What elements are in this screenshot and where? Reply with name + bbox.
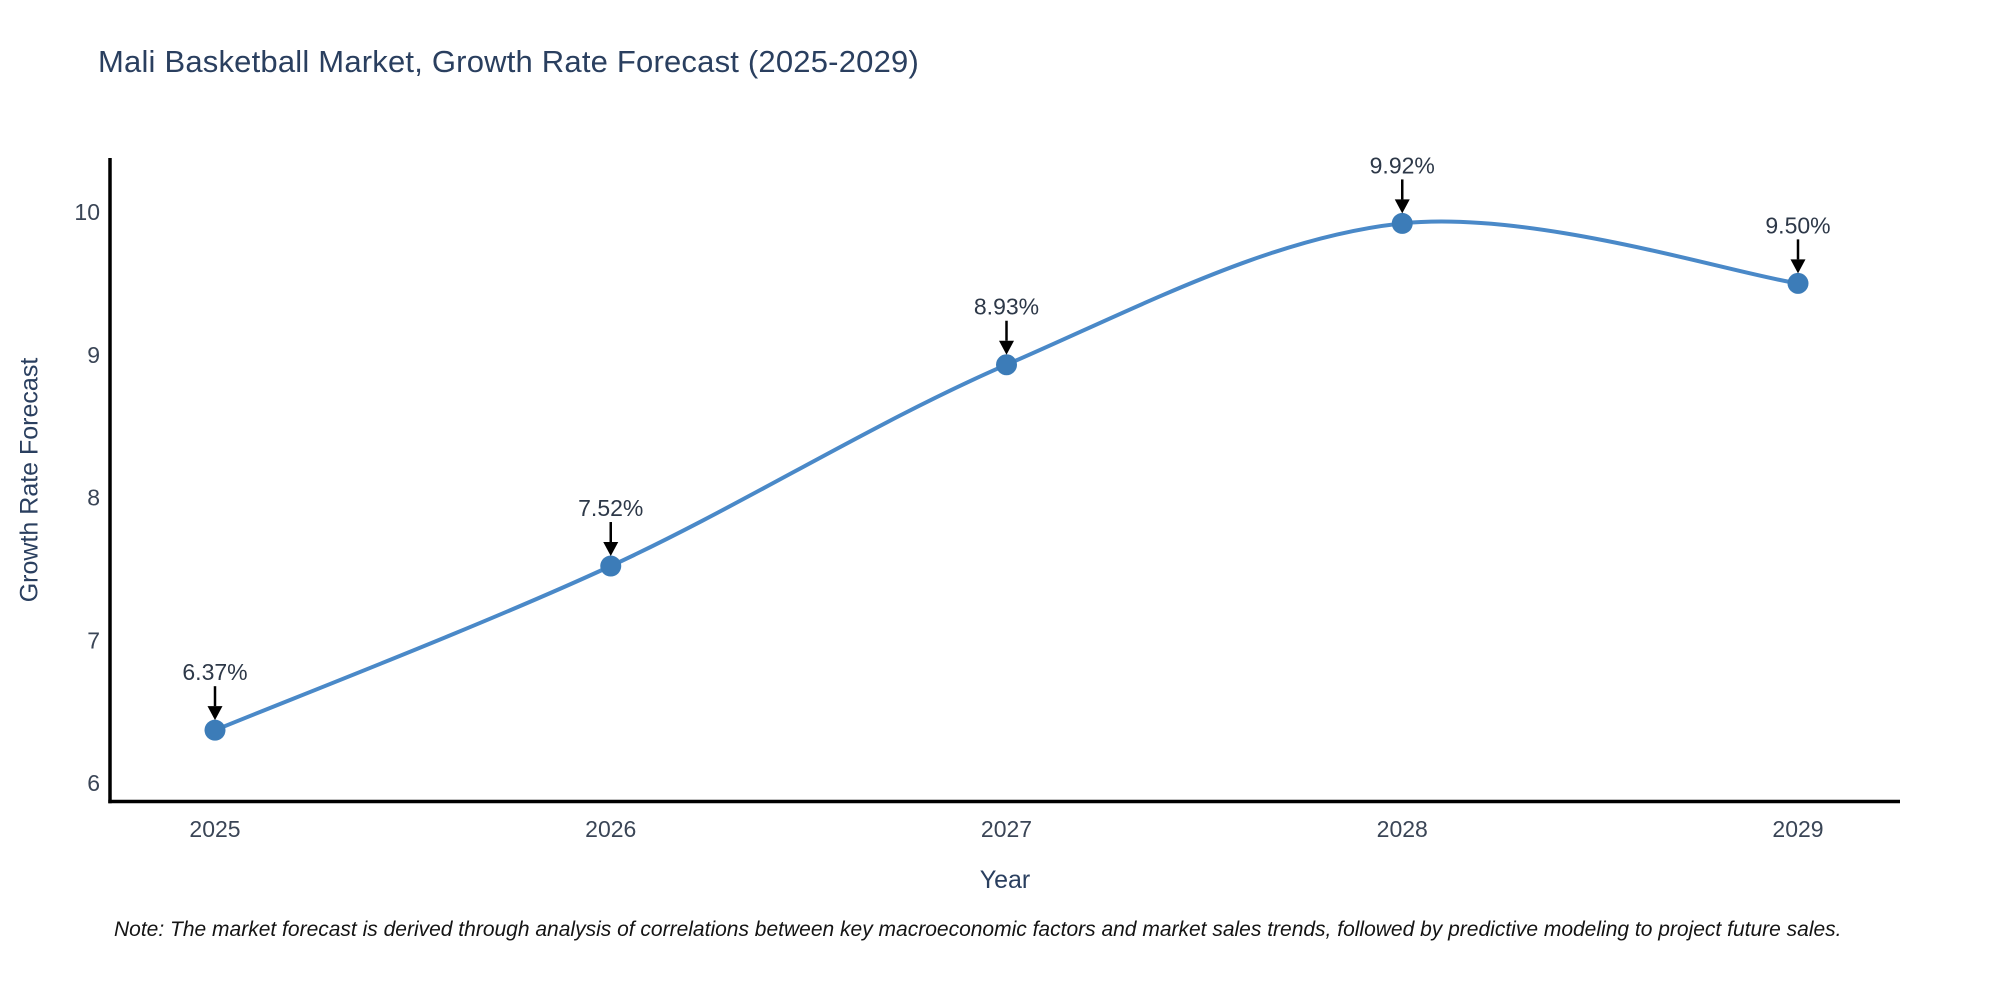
y-tick-label-7: 7	[87, 627, 100, 653]
point-label-2025: 6.37%	[182, 659, 247, 685]
point-label-2028: 9.92%	[1370, 152, 1435, 178]
x-tick-label-2025: 2025	[189, 816, 240, 842]
data-point-2026[interactable]	[600, 555, 622, 577]
point-label-2029: 9.50%	[1765, 212, 1830, 238]
point-label-2027: 8.93%	[974, 294, 1039, 320]
x-tick-label-2029: 2029	[1772, 816, 1823, 842]
annotation-arrowhead-icon	[1790, 259, 1806, 274]
footnote: Note: The market forecast is derived thr…	[114, 918, 1842, 941]
annotation-arrowhead-icon	[1394, 199, 1410, 214]
x-axis-title: Year	[979, 866, 1031, 894]
chart-title: Mali Basketball Market, Growth Rate Fore…	[98, 44, 919, 79]
annotation-arrowhead-icon	[603, 542, 619, 557]
data-point-2029[interactable]	[1787, 272, 1809, 294]
data-point-2027[interactable]	[996, 354, 1017, 376]
x-tick-label-2027: 2027	[981, 816, 1032, 842]
point-label-2026: 7.52%	[578, 495, 643, 521]
data-point-2025[interactable]	[204, 719, 226, 741]
x-tick-label-2028: 2028	[1377, 816, 1428, 842]
y-tick-label-6: 6	[87, 770, 100, 796]
annotation-arrowhead-icon	[207, 706, 223, 721]
annotation-arrowhead-icon	[999, 340, 1014, 355]
y-tick-label-10: 10	[74, 199, 100, 225]
y-tick-label-8: 8	[87, 485, 100, 511]
data-point-2028[interactable]	[1391, 212, 1413, 234]
y-tick-label-9: 9	[87, 342, 100, 368]
x-tick-label-2026: 2026	[585, 816, 636, 842]
y-axis-title: Growth Rate Forecast	[15, 357, 44, 603]
